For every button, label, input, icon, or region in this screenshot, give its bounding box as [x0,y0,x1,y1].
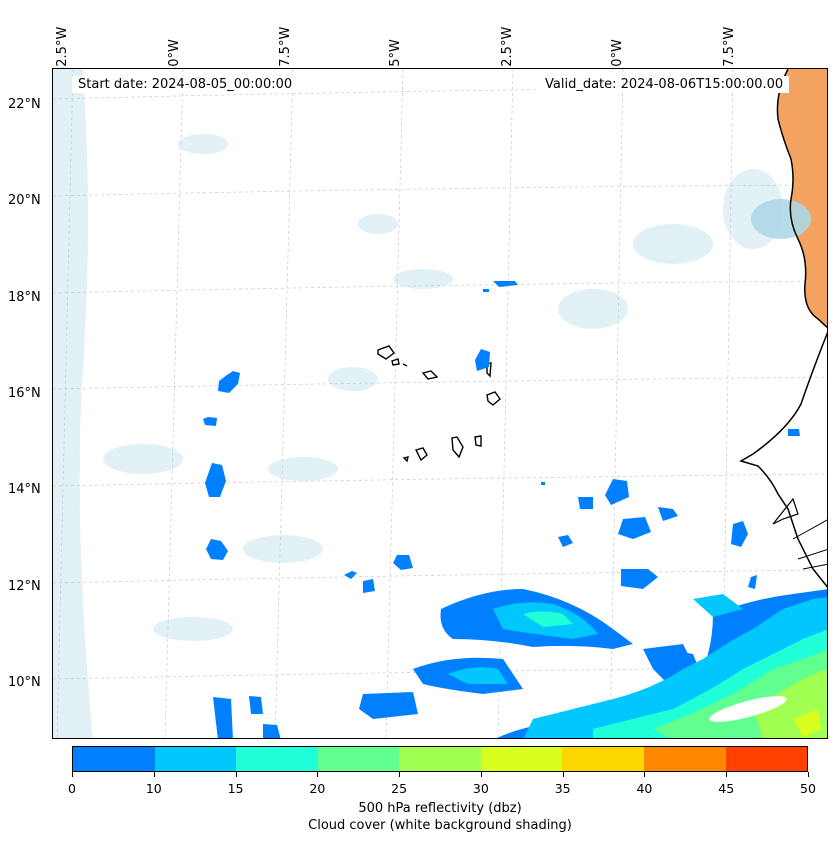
colorbar-segment [317,747,400,771]
colorbar-label: 500 hPa reflectivity (dbz) [358,801,522,816]
valid-date-label: Valid_date: 2024-08-06T15:00:00.00 [539,76,790,93]
colorbar-tickmark [235,772,237,777]
colorbar-tick-label: 0 [68,781,76,796]
colorbar-tick-label: 45 [718,781,735,796]
lat-label: 14°N [8,482,41,497]
lat-label: 20°N [8,193,41,208]
colorbar-segment [73,747,155,771]
colorbar-segment [643,747,726,771]
start-date-label: Start date: 2024-08-05_00:00:00 [72,76,299,93]
colorbar [72,746,808,772]
colorbar-segment [480,747,563,771]
colorbar-sublabel: Cloud cover (white background shading) [308,818,572,833]
colorbar-segment [725,747,808,771]
colorbar-tick-label: 15 [227,781,244,796]
reflectivity-contours [203,281,827,738]
colorbar-segment [154,747,237,771]
colorbar-tick-label: 40 [636,781,653,796]
colorbar-tick-label: 30 [472,781,489,796]
colorbar-tickmark [644,772,646,777]
lat-label: 18°N [8,290,41,305]
colorbar-tick-label: 20 [309,781,326,796]
colorbar-tick-label: 35 [554,781,571,796]
colorbar-tickmark [808,772,809,777]
colorbar-tickmark [317,772,319,777]
colorbar-tickmark [480,772,482,777]
map-canvas [53,69,827,738]
colorbar-tick-label: 50 [800,781,816,796]
colorbar-tickmark [72,772,73,777]
colorbar-tick-label: 25 [391,781,408,796]
lat-label: 12°N [8,579,41,594]
colorbar-segment [399,747,481,771]
colorbar-segment [236,747,318,771]
colorbar-segment [562,747,644,771]
colorbar-tickmark [562,772,564,777]
colorbar-tick-label: 10 [145,781,162,796]
colorbar-tickmark [726,772,728,777]
cape-verde-islands [377,345,501,463]
map-panel [52,68,828,739]
cloud-cover-shading [53,69,783,738]
lat-label: 22°N [8,97,41,112]
land-africa [739,69,827,588]
colorbar-tickmark [153,772,155,777]
colorbar-tickmark [399,772,401,777]
lat-label: 10°N [8,675,41,690]
lat-label: 16°N [8,386,41,401]
